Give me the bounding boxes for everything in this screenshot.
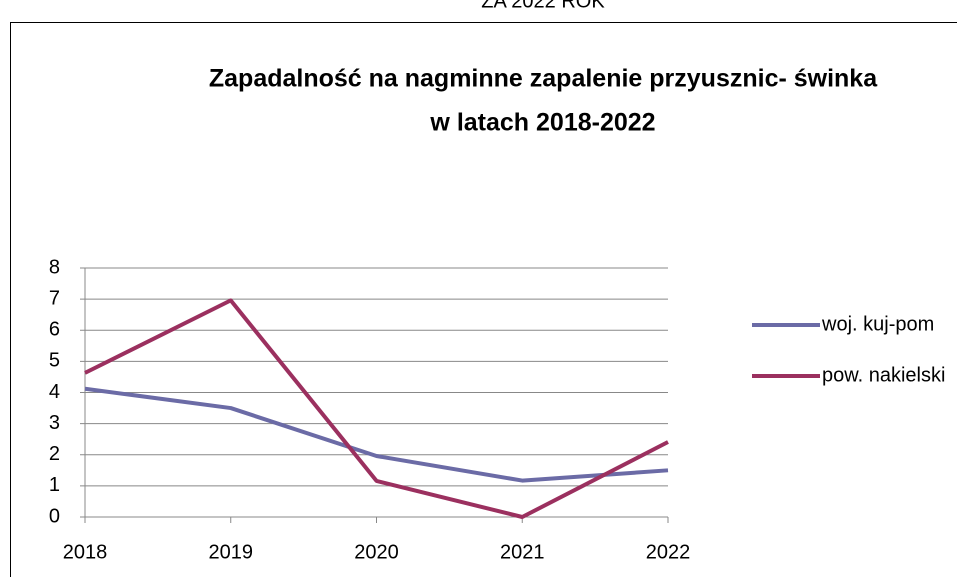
- x-tick-label: 2022: [646, 541, 691, 563]
- y-tick-label: 2: [49, 443, 60, 465]
- legend-label: woj. kuj-pom: [821, 313, 934, 335]
- page-header: ZA 2022 ROK: [481, 0, 605, 12]
- series-line: [84, 386, 669, 483]
- y-tick-label: 6: [49, 319, 60, 341]
- y-tick-label: 0: [49, 505, 60, 527]
- y-tick-label: 4: [49, 381, 60, 403]
- chart-frame: [10, 22, 957, 577]
- y-tick-label: 8: [49, 256, 60, 278]
- chart-title: w latach 2018-2022: [429, 109, 655, 137]
- y-tick-label: 5: [49, 350, 60, 372]
- legend-label: pow. nakielski: [822, 364, 945, 386]
- y-tick-label: 3: [49, 412, 60, 434]
- x-tick-label: 2018: [63, 541, 108, 563]
- y-tick-label: 1: [49, 474, 60, 496]
- x-tick-label: 2019: [209, 541, 254, 563]
- chart-title: Zapadalność na nagminne zapalenie przyus…: [209, 65, 878, 93]
- y-tick-label: 7: [49, 287, 60, 309]
- x-tick-label: 2020: [354, 541, 399, 563]
- series-line: [84, 298, 669, 519]
- x-tick-label: 2021: [500, 541, 545, 563]
